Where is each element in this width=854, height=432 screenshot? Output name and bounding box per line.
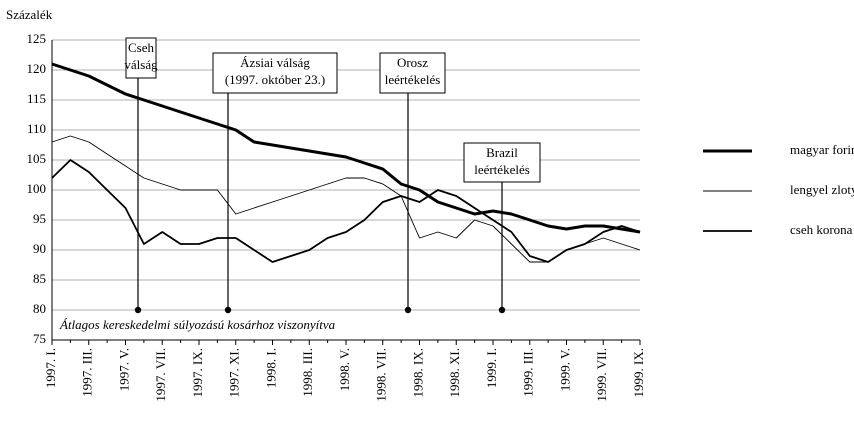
y-tick-label: 105 bbox=[27, 151, 47, 166]
annotation-text: leértékelés bbox=[474, 162, 530, 177]
annotation-text: Cseh bbox=[128, 40, 155, 55]
x-tick-label: 1998. XI. bbox=[447, 348, 462, 397]
x-tick-label: 1997. III. bbox=[80, 348, 95, 397]
annotation-text: Brazil bbox=[486, 145, 518, 160]
y-tick-label: 90 bbox=[33, 241, 46, 256]
annotation-text: Orosz bbox=[397, 55, 428, 70]
annotation-dot bbox=[224, 306, 232, 314]
series-line bbox=[51, 135, 641, 263]
y-tick-label: 100 bbox=[27, 181, 47, 196]
annotation-text: Ázsiai válság bbox=[240, 55, 310, 70]
legend-label: lengyel zloty bbox=[790, 182, 854, 197]
x-tick-label: 1999. I. bbox=[484, 348, 499, 388]
y-tick-label: 120 bbox=[27, 61, 47, 76]
y-tick-label: 95 bbox=[33, 211, 46, 226]
x-tick-label: 1998. I. bbox=[263, 348, 278, 388]
y-axis-label: Százalék bbox=[6, 7, 53, 22]
x-tick-label: 1997. XI. bbox=[227, 348, 242, 397]
y-tick-label: 115 bbox=[27, 91, 46, 106]
x-tick-label: 1997. I. bbox=[43, 348, 58, 388]
series-line bbox=[51, 62, 641, 234]
legend-label: magyar forint bbox=[790, 142, 854, 157]
annotation-box bbox=[125, 37, 157, 79]
annotation-box bbox=[379, 52, 446, 94]
x-tick-label: 1999. VII. bbox=[594, 348, 609, 402]
annotation-dot bbox=[498, 306, 506, 314]
annotation-box bbox=[212, 52, 338, 94]
y-tick-label: 80 bbox=[33, 301, 46, 316]
x-tick-label: 1999. IX. bbox=[631, 348, 646, 397]
x-tick-label: 1998. V. bbox=[337, 348, 352, 391]
x-tick-label: 1999. III. bbox=[521, 348, 536, 397]
y-tick-label: 125 bbox=[27, 31, 47, 46]
x-tick-label: 1998. IX. bbox=[410, 348, 425, 397]
annotation-text: leértékelés bbox=[385, 72, 441, 87]
x-tick-label: 1999. V. bbox=[557, 348, 572, 391]
x-tick-label: 1997. VII. bbox=[153, 348, 168, 402]
annotation-text: válság bbox=[124, 57, 158, 72]
annotation-text: (1997. október 23.) bbox=[225, 72, 325, 87]
x-tick-label: 1997. IX. bbox=[190, 348, 205, 397]
y-tick-label: 75 bbox=[33, 331, 46, 346]
x-tick-label: 1998. VII. bbox=[374, 348, 389, 402]
legend-label: cseh korona bbox=[790, 222, 853, 237]
annotation-dot bbox=[134, 306, 142, 314]
y-tick-label: 85 bbox=[33, 271, 46, 286]
x-tick-label: 1997. V. bbox=[116, 348, 131, 391]
annotation-dot bbox=[404, 306, 412, 314]
series-line bbox=[51, 159, 641, 263]
note: Átlagos kereskedelmi súlyozású kosárhoz … bbox=[59, 317, 336, 332]
x-tick-label: 1998. III. bbox=[300, 348, 315, 397]
y-tick-label: 110 bbox=[27, 121, 46, 136]
